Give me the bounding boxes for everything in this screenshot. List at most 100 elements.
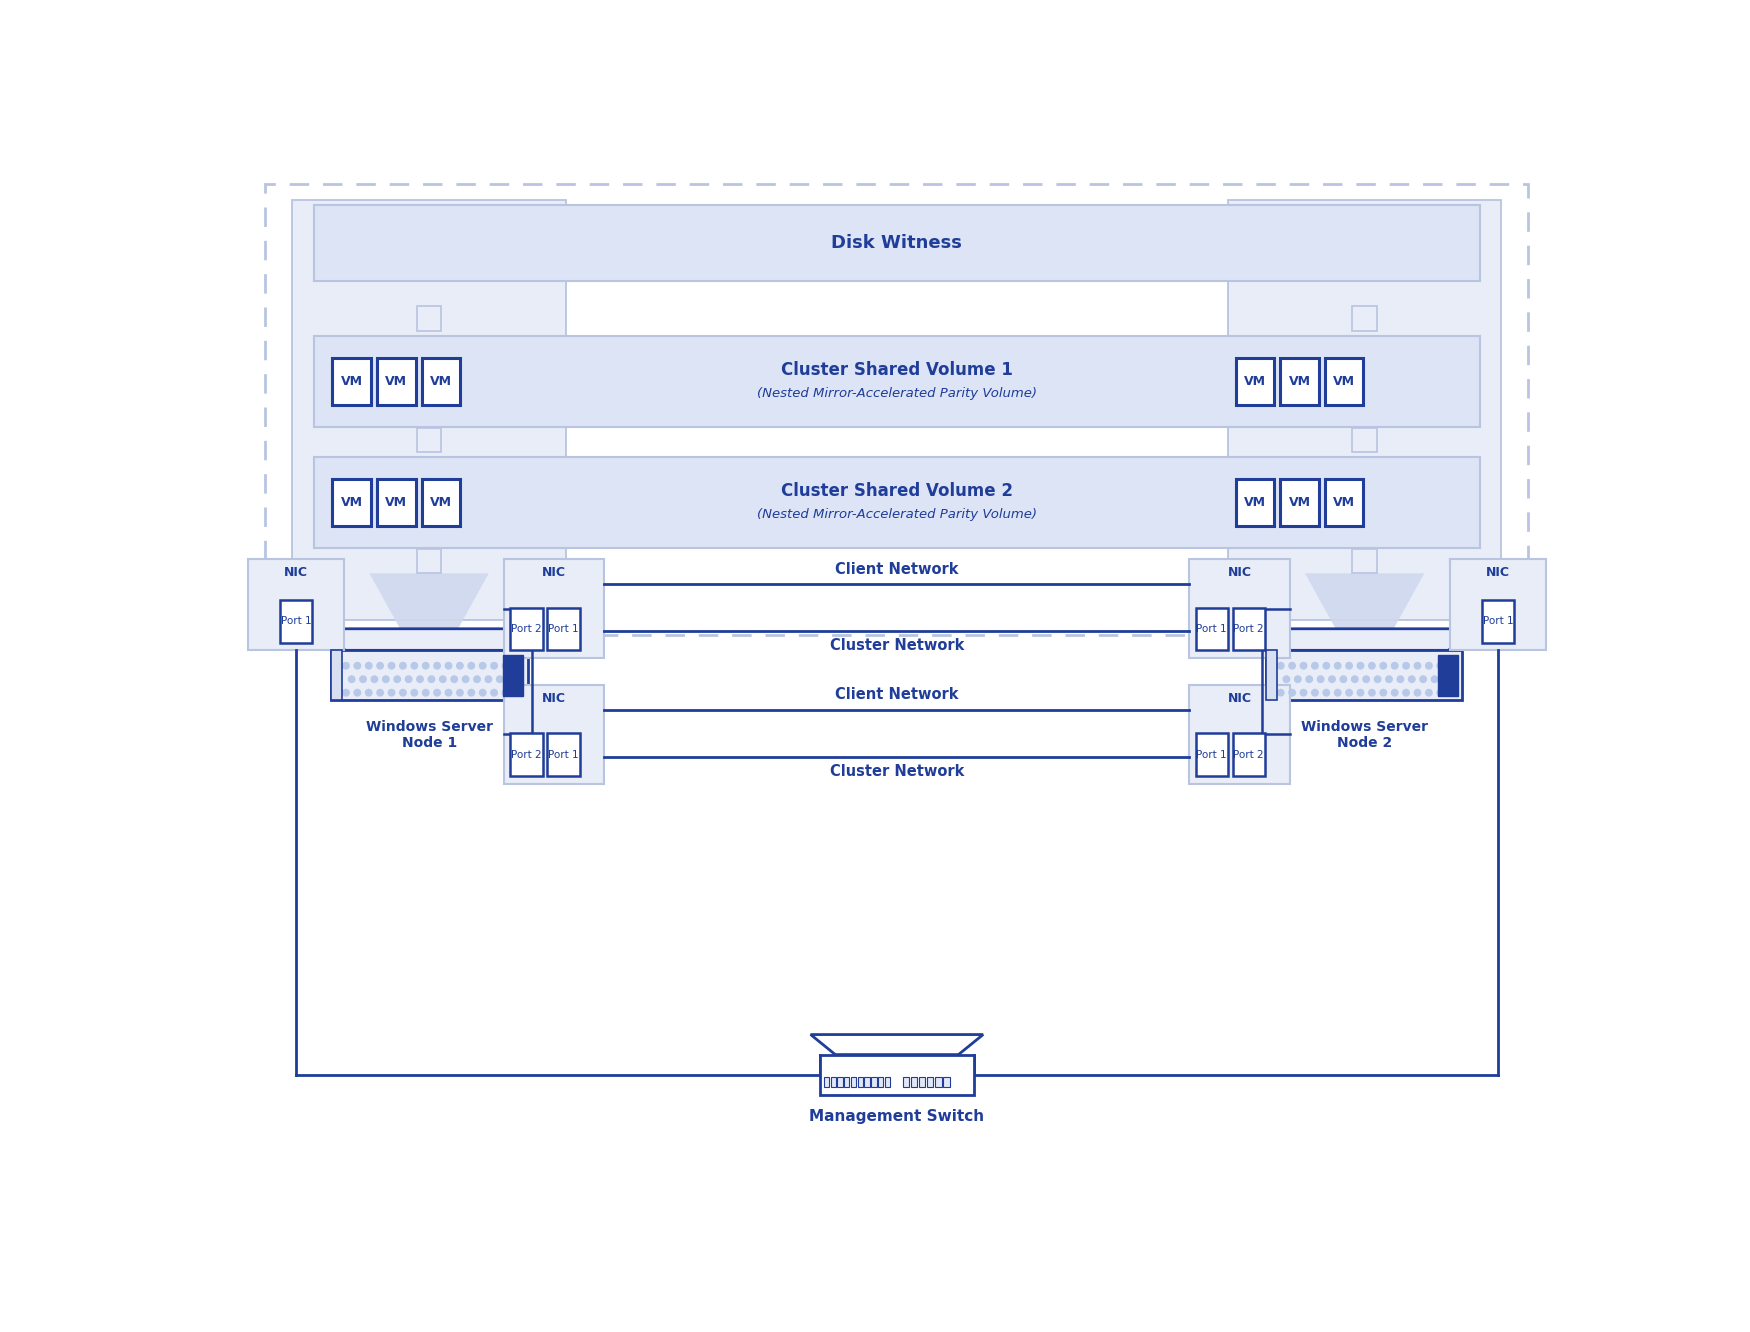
Circle shape (1363, 675, 1370, 682)
Bar (416, 306, 441, 330)
Circle shape (376, 690, 383, 695)
Text: Cluster Shared Volume 1: Cluster Shared Volume 1 (780, 361, 1013, 380)
Circle shape (1374, 675, 1381, 682)
Bar (864, 1076, 870, 1087)
Circle shape (497, 675, 502, 682)
Text: VM: VM (1288, 496, 1311, 509)
Text: VM: VM (430, 376, 452, 388)
Circle shape (439, 675, 446, 682)
Text: VM: VM (1244, 376, 1265, 388)
Circle shape (366, 662, 373, 669)
Circle shape (1290, 662, 1295, 669)
Bar (1325, 478, 1363, 526)
Bar (1353, 428, 1377, 453)
Bar (1438, 655, 1458, 695)
Text: Port 1: Port 1 (1197, 625, 1227, 634)
Circle shape (474, 675, 480, 682)
Circle shape (1300, 662, 1307, 669)
Circle shape (1358, 662, 1363, 669)
Bar (248, 559, 345, 650)
Circle shape (1442, 675, 1449, 682)
Bar (331, 650, 341, 701)
Circle shape (388, 690, 396, 695)
Circle shape (502, 662, 509, 669)
Text: NIC: NIC (1486, 566, 1510, 579)
Polygon shape (369, 573, 488, 681)
Text: NIC: NIC (1227, 691, 1251, 705)
Bar (1265, 650, 1463, 701)
Bar (1281, 358, 1320, 405)
Bar (872, 1076, 877, 1087)
Bar (504, 685, 604, 783)
Circle shape (1426, 690, 1432, 695)
Text: Cluster Network: Cluster Network (830, 638, 964, 653)
Circle shape (422, 662, 429, 669)
Circle shape (490, 690, 497, 695)
Circle shape (1306, 675, 1312, 682)
Bar (844, 1076, 849, 1087)
Circle shape (1404, 662, 1409, 669)
Bar (331, 650, 528, 701)
Circle shape (411, 662, 418, 669)
Bar (819, 1055, 973, 1095)
Circle shape (1346, 662, 1353, 669)
Circle shape (1404, 690, 1409, 695)
Circle shape (399, 662, 406, 669)
Text: Port 1: Port 1 (1197, 750, 1227, 759)
Bar (502, 655, 523, 695)
Bar (548, 734, 579, 775)
Bar (504, 559, 604, 658)
Bar (1232, 607, 1265, 650)
Circle shape (1323, 662, 1330, 669)
Circle shape (348, 675, 355, 682)
Circle shape (467, 690, 474, 695)
Circle shape (1278, 662, 1284, 669)
Text: Cluster Network: Cluster Network (830, 763, 964, 779)
Circle shape (1414, 690, 1421, 695)
Text: Disk Witness: Disk Witness (831, 234, 963, 252)
Text: Port 2: Port 2 (1234, 750, 1264, 759)
Circle shape (1368, 662, 1376, 669)
Bar (332, 358, 371, 405)
Circle shape (434, 662, 441, 669)
Bar (266, 184, 1528, 635)
Circle shape (1386, 675, 1393, 682)
Bar (912, 1076, 917, 1087)
Circle shape (457, 690, 464, 695)
Circle shape (1381, 662, 1386, 669)
Circle shape (1290, 690, 1295, 695)
Bar (1190, 559, 1290, 658)
Bar (313, 457, 1480, 547)
Bar (416, 428, 441, 453)
Circle shape (422, 690, 429, 695)
Text: NIC: NIC (284, 566, 308, 579)
Circle shape (1437, 662, 1444, 669)
Circle shape (1419, 675, 1426, 682)
Bar (313, 205, 1480, 281)
Circle shape (343, 690, 350, 695)
Bar (1353, 306, 1377, 330)
Bar (378, 358, 416, 405)
Circle shape (1323, 690, 1330, 695)
Bar (831, 1076, 836, 1087)
Text: VM: VM (1334, 496, 1354, 509)
Text: Port 1: Port 1 (548, 750, 579, 759)
Circle shape (490, 662, 497, 669)
Text: VM: VM (385, 496, 408, 509)
Circle shape (444, 662, 452, 669)
Text: VM: VM (1288, 376, 1311, 388)
Bar (1190, 685, 1290, 783)
Circle shape (1300, 690, 1307, 695)
Circle shape (467, 662, 474, 669)
Bar (903, 1076, 910, 1087)
Bar (378, 478, 416, 526)
Text: VM: VM (385, 376, 408, 388)
Circle shape (1283, 675, 1290, 682)
Bar (548, 607, 579, 650)
Bar (511, 607, 542, 650)
Bar (1482, 601, 1514, 642)
Bar (936, 1076, 942, 1087)
Circle shape (406, 675, 411, 682)
Circle shape (354, 662, 360, 669)
Circle shape (480, 690, 487, 695)
